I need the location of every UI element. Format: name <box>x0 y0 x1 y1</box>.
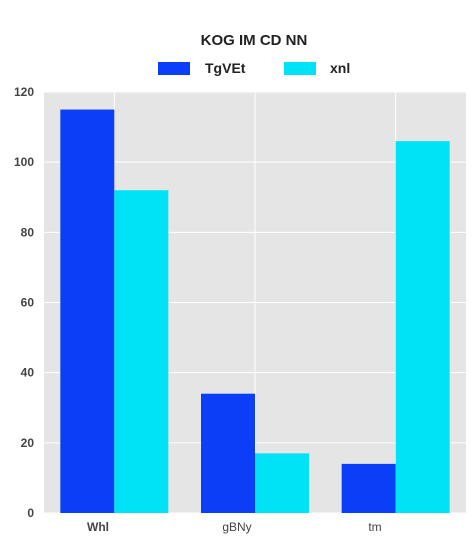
chart-title: KOG IM CD NN <box>201 32 308 49</box>
bars <box>60 109 450 514</box>
x-tick-label-whl: Whl <box>87 520 109 534</box>
y-tick-label-100: 100 <box>14 155 34 169</box>
legend-label-tgvet: TgVEt <box>205 60 246 76</box>
y-tick-label-80: 80 <box>21 225 35 239</box>
y-tick-label-120: 120 <box>14 85 34 99</box>
y-tick-label-0: 0 <box>27 506 34 520</box>
y-axis-ticks: 0 20 40 60 80 100 120 <box>14 85 34 520</box>
x-axis-ticks: Whl gBNy tm <box>87 520 382 534</box>
y-tick-label-60: 60 <box>21 296 35 310</box>
x-tick-label-gbny: gBNy <box>222 520 251 534</box>
bar-tgvet-tm <box>341 463 396 513</box>
bar-tgvet-whl <box>60 109 115 514</box>
bar-xnl-gbny <box>255 453 309 513</box>
legend-swatch-xnl <box>284 62 316 75</box>
legend: TgVEt xnl <box>158 60 350 76</box>
y-tick-label-40: 40 <box>21 366 35 380</box>
legend-label-xnl: xnl <box>330 60 350 76</box>
y-tick-label-20: 20 <box>21 436 35 450</box>
bar-tgvet-gbny <box>201 393 255 513</box>
bar-xnl-tm <box>395 141 450 513</box>
x-tick-label-tm: tm <box>368 520 381 534</box>
legend-swatch-tgvet <box>158 62 190 75</box>
bar-xnl-whl <box>114 190 169 513</box>
